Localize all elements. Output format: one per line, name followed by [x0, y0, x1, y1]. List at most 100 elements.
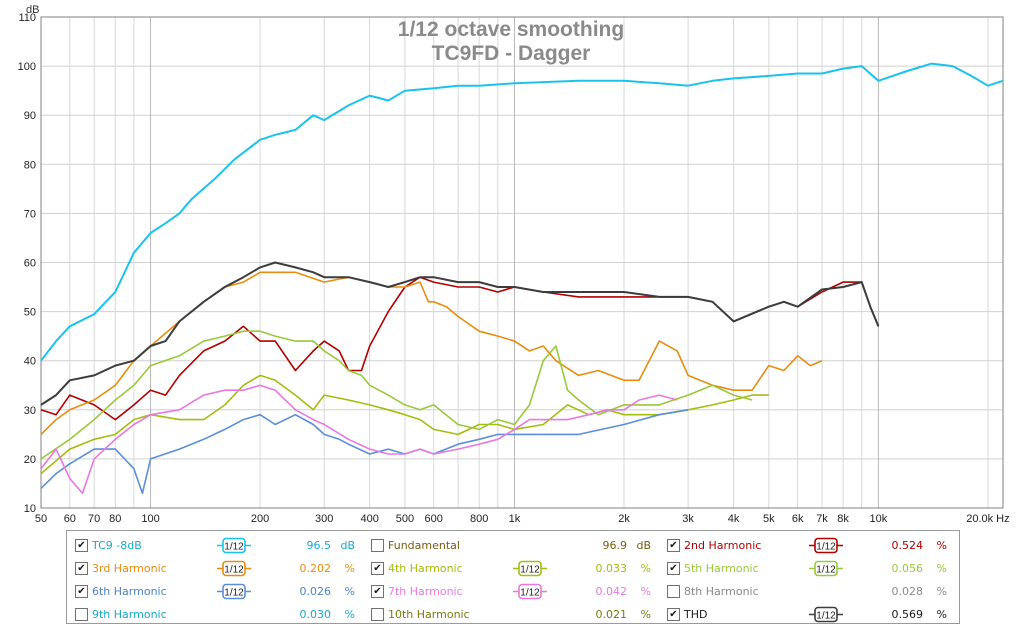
legend-checkbox[interactable]: ✔ [667, 608, 680, 621]
series-line-tc9-8db [40, 62, 1004, 362]
x-tick-label: 70 [88, 513, 100, 525]
x-tick-label: 500 [396, 513, 414, 525]
legend-item: ✔ 7th Harmonic 1/12 0.042% [363, 581, 659, 603]
smoothing-label: 1/12 [224, 588, 244, 599]
x-tick-label: 200 [251, 513, 269, 525]
smoothing-indicator[interactable]: 1/12 [217, 583, 251, 600]
y-tick-label: 30 [24, 405, 36, 417]
legend-item-name: 6th Harmonic [92, 585, 167, 598]
series-line-5th-harmonic [40, 330, 753, 460]
legend-item-name: 2nd Harmonic [684, 539, 762, 552]
legend-item-value: 96.9 [602, 539, 628, 552]
legend-item-unit: % [640, 562, 651, 575]
legend-checkbox[interactable]: ✔ [371, 585, 384, 598]
y-tick-label: 110 [18, 12, 36, 24]
legend-item-name: 3rd Harmonic [92, 562, 167, 575]
legend-checkbox[interactable]: ✔ [667, 539, 680, 552]
x-tick-label: 8k [837, 513, 849, 525]
legend-checkbox[interactable] [667, 585, 680, 598]
legend-item-name: THD [684, 608, 708, 621]
x-tick-label: 4k [728, 513, 740, 525]
legend-item-name: 10th Harmonic [388, 608, 470, 621]
smoothing-badge [222, 583, 246, 600]
frequency-response-chart: 10 20 30 40 50 60 70 80 90 100 110 50 60 70 80 100 200 3… [17, 4, 1010, 525]
legend-item-unit: % [936, 562, 947, 575]
chart-title: 1/12 octave smoothing [398, 18, 624, 41]
smoothing-indicator[interactable]: 1/12 [513, 560, 547, 577]
legend-checkbox[interactable]: ✔ [667, 562, 680, 575]
x-axis: 50 60 70 80 100 200 300 400 500 600 800 1k 2k 3k 4k 5k 6… [35, 513, 1010, 525]
x-tick-label: 400 [360, 513, 378, 525]
series-line-7th-harmonic [40, 384, 678, 495]
smoothing-label: 1/12 [816, 542, 836, 553]
legend-item-value: 0.030 [299, 608, 332, 621]
legend-item-value: 0.021 [595, 608, 628, 621]
legend-item-unit: % [936, 539, 947, 552]
legend-item: 10th Harmonic 0.021% [363, 604, 659, 626]
smoothing-badge [222, 560, 246, 577]
smoothing-indicator[interactable]: 1/12 [809, 560, 843, 577]
y-tick-label: 70 [24, 208, 36, 220]
legend-item-name: 4th Harmonic [388, 562, 463, 575]
legend-item-name: 7th Harmonic [388, 585, 463, 598]
smoothing-badge [814, 537, 838, 554]
legend-row: ✔ 3rd Harmonic 1/12 0.202% ✔ 4th Harmonic 1/12… [67, 558, 959, 580]
legend-item-name: Fundamental [388, 539, 460, 552]
legend-checkbox[interactable]: ✔ [371, 562, 384, 575]
smoothing-label: 1/12 [520, 565, 540, 576]
smoothing-badge [518, 560, 542, 577]
legend-panel: ✔ TC9 -8dB 1/12 96.5 dB Fundamental 96.9 dB ✔ 2nd… [66, 530, 960, 624]
smoothing-badge [814, 560, 838, 577]
x-tick-label: 60 [64, 513, 76, 525]
x-tick-label: 80 [109, 513, 121, 525]
legend-item-name: 8th Harmonic [684, 585, 759, 598]
legend-checkbox[interactable]: ✔ [75, 585, 88, 598]
smoothing-indicator[interactable]: 1/12 [809, 537, 843, 554]
legend-item: ✔ 4th Harmonic 1/12 0.033% [363, 558, 659, 580]
y-tick-label: 20 [24, 454, 36, 466]
grid-lines [40, 16, 1003, 509]
y-tick-label: 90 [24, 110, 36, 122]
smoothing-indicator[interactable]: 1/12 [809, 606, 843, 623]
smoothing-badge [222, 537, 246, 554]
legend-item-unit: dB [340, 539, 355, 552]
y-tick-label: 10 [24, 503, 36, 515]
x-tick-label: 5k [763, 513, 775, 525]
y-tick-label: 50 [24, 307, 36, 319]
series-line-4th-harmonic [40, 374, 769, 475]
x-tick-label: 20.0k Hz [966, 513, 1009, 525]
legend-item-value: 0.028 [891, 585, 924, 598]
legend-item-value: 0.042 [595, 585, 628, 598]
x-tick-label: 3k [682, 513, 694, 525]
y-axis: 10 20 30 40 50 60 70 80 90 100 110 [18, 12, 36, 515]
x-tick-label: 50 [35, 513, 47, 525]
x-tick-label: 2k [618, 513, 630, 525]
smoothing-indicator[interactable]: 1/12 [217, 560, 251, 577]
y-tick-label: 100 [18, 61, 36, 73]
legend-item-unit: % [344, 608, 355, 621]
smoothing-badge [814, 606, 838, 623]
smoothing-indicator[interactable]: 1/12 [217, 537, 251, 554]
legend-item-unit: dB [636, 539, 651, 552]
legend-item: 9th Harmonic 0.030% [67, 604, 363, 626]
legend-row: 9th Harmonic 0.030% 10th Harmonic 0.021% ✔ TH… [67, 604, 959, 626]
x-tick-label: 10k [870, 513, 888, 525]
legend-checkbox[interactable]: ✔ [75, 539, 88, 552]
smoothing-label: 1/12 [520, 588, 540, 599]
smoothing-label: 1/12 [224, 565, 244, 576]
legend-checkbox[interactable] [75, 608, 88, 621]
legend-item-unit: % [344, 585, 355, 598]
smoothing-indicator[interactable]: 1/12 [513, 583, 547, 600]
legend-checkbox[interactable] [371, 539, 384, 552]
legend-item-value: 96.5 [306, 539, 332, 552]
x-tick-label: 300 [315, 513, 333, 525]
smoothing-label: 1/12 [816, 611, 836, 622]
legend-checkbox[interactable] [371, 608, 384, 621]
legend-item-name: TC9 -8dB [92, 539, 142, 552]
legend-item-name: 9th Harmonic [92, 608, 167, 621]
smoothing-badge [518, 583, 542, 600]
legend-item: ✔ 2nd Harmonic 1/12 0.524% [659, 535, 955, 557]
legend-checkbox[interactable]: ✔ [75, 562, 88, 575]
legend-row: ✔ TC9 -8dB 1/12 96.5 dB Fundamental 96.9 dB ✔ 2nd… [67, 535, 959, 557]
legend-item-unit: % [344, 562, 355, 575]
